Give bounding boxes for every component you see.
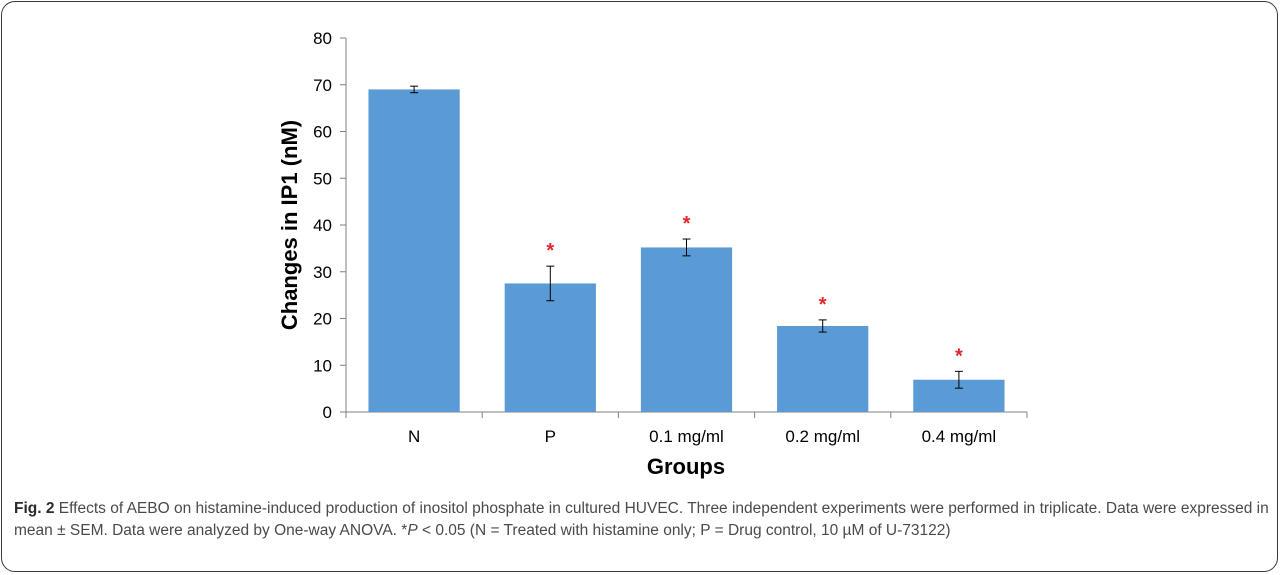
- y-tick-label: 20: [313, 310, 332, 329]
- x-tick-label: 0.1 mg/ml: [649, 427, 724, 446]
- significance-marker: *: [955, 345, 963, 367]
- bars: * * * *: [368, 85, 1005, 413]
- bar: [504, 283, 596, 412]
- bar: [777, 325, 869, 412]
- figure-caption: Fig. 2 Effects of AEBO on histamine-indu…: [14, 498, 1269, 542]
- x-tick-label: 0.2 mg/ml: [785, 427, 860, 446]
- y-tick-label: 50: [313, 169, 332, 188]
- caption-text-end: < 0.05 (N = Treated with histamine only;…: [417, 522, 951, 539]
- bar-chart: 0 10 20 30 40 50 60 70 80 N P 0.1 mg/ml 0.2 mg/ml 0.…: [277, 29, 1028, 479]
- significance-marker: *: [683, 213, 691, 235]
- caption-p-symbol: P: [407, 522, 418, 539]
- y-tick-label: 0: [323, 403, 332, 422]
- caption-text: Effects of AEBO on histamine-induced pro…: [14, 500, 1269, 539]
- y-tick-label: 10: [313, 356, 332, 375]
- bar: [640, 247, 733, 412]
- x-tick-label: N: [408, 427, 420, 446]
- y-tick-label: 30: [313, 263, 332, 282]
- y-axis-label: Changes in IP1 (nM): [277, 120, 302, 330]
- y-tick-label: 60: [313, 123, 332, 142]
- x-axis: N P 0.1 mg/ml 0.2 mg/ml 0.4 mg/ml: [345, 411, 1028, 446]
- y-tick-label: 80: [313, 29, 332, 48]
- significance-marker: *: [546, 240, 554, 262]
- x-tick-label: P: [545, 427, 556, 446]
- y-tick-label: 70: [313, 76, 332, 95]
- y-tick-label: 40: [313, 216, 332, 235]
- figure-number: Fig. 2: [14, 500, 55, 517]
- x-tick-label: 0.4 mg/ml: [922, 427, 997, 446]
- significance-marker: *: [819, 294, 827, 316]
- x-axis-label: Groups: [647, 454, 725, 479]
- y-axis: 0 10 20 30 40 50 60 70 80: [313, 29, 347, 422]
- bar: [368, 89, 460, 413]
